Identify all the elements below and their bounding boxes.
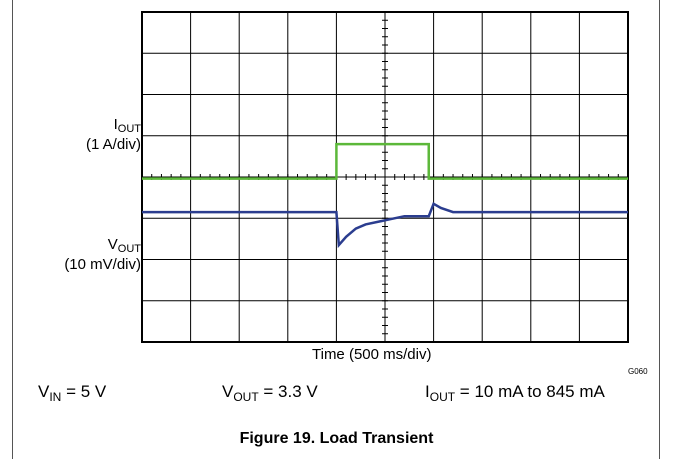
condition-iout: IOUT = 10 mA to 845 mA [425,382,605,404]
page-left-border [12,0,13,459]
iout-trace [142,142,628,180]
iout-channel-label: IOUT [113,116,141,135]
condition-vin: VIN = 5 V [38,382,107,404]
graph-id: G060 [628,367,648,376]
plot-border [141,11,629,343]
x-axis-label: Time (500 ms/div) [312,346,432,363]
vout-channel-label: VOUT [107,236,141,255]
condition-vout: VOUT = 3.3 V [222,382,318,404]
vout-trace [142,202,628,249]
iout-scale-label: (1 A/div) [85,136,141,153]
page-right-border [659,0,660,459]
figure-caption: Figure 19. Load Transient [239,430,434,447]
vout-scale-label: (10 mV/div) [64,256,141,273]
